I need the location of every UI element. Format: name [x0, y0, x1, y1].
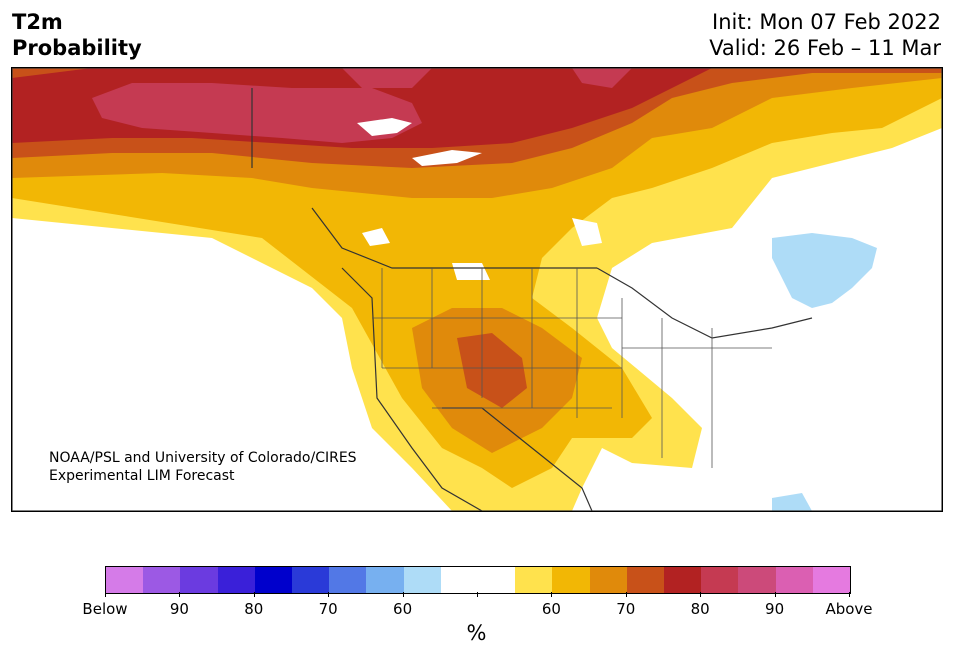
colorbar-tick-label: 80 [690, 600, 710, 618]
colorbar-segment [775, 567, 813, 593]
credit-line-2: Experimental LIM Forecast [49, 468, 235, 484]
great-slave-lake [412, 150, 482, 166]
above-70-region [12, 68, 942, 408]
colorbar-tick [402, 592, 404, 597]
colorbar-segment [366, 567, 404, 593]
colorbar-tick [551, 592, 553, 597]
colorbar-segment [292, 567, 330, 593]
colorbar-segment [180, 567, 218, 593]
above-80-region [92, 68, 632, 143]
probability-map-svg [12, 68, 942, 511]
colorbar-tick-label: 80 [244, 600, 264, 618]
colorbar-tick-label: 70 [616, 600, 636, 618]
colorbar-segment [552, 567, 590, 593]
valid-period: Valid: 26 Feb – 11 Mar [709, 36, 941, 60]
colorbar-segment [738, 567, 776, 593]
colorbar-segment [217, 567, 255, 593]
forecast-dates: Init: Mon 07 Feb 2022 Valid: 26 Feb – 11… [709, 9, 941, 61]
title-line-1: T2m [12, 10, 63, 34]
colorbar-tick [774, 592, 776, 597]
colorbar-segment [626, 567, 665, 593]
state-borders [372, 268, 772, 468]
colorbar-tick [477, 592, 478, 597]
colorbar-segment [106, 567, 144, 593]
colorbar-tick-label: Below [82, 600, 128, 618]
init-date: Init: Mon 07 Feb 2022 [712, 10, 941, 34]
colorbar-tick-label: 70 [318, 600, 338, 618]
colorbar-segment [664, 567, 702, 593]
colorbar-segment [478, 567, 516, 593]
colorbar-ticks: Below 90 80 70 60 60 70 80 90 Above [82, 592, 873, 632]
colorbar-tick [105, 592, 106, 597]
colorbar-tick [625, 592, 627, 597]
colorbar-tick [179, 592, 181, 597]
colorbar-tick-label: Above [825, 600, 873, 618]
forecast-map [11, 67, 943, 512]
colorbar [105, 566, 851, 594]
colorbar-tick [849, 592, 850, 597]
colorbar-tick-label: 90 [765, 600, 785, 618]
colorbar-segment [440, 567, 479, 593]
map-title: T2m Probability [12, 9, 142, 61]
colorbar-segment [589, 567, 627, 593]
colorbar-segment [515, 567, 553, 593]
colorbar-tick-label: 60 [541, 600, 561, 618]
colorbar-unit: % [466, 621, 487, 645]
title-line-2: Probability [12, 36, 142, 60]
colorbar-tick-label: 90 [169, 600, 189, 618]
colorbar-segment [701, 567, 739, 593]
data-credit: NOAA/PSL and University of Colorado/CIRE… [49, 449, 357, 485]
colorbar-segment [812, 567, 851, 593]
colorbar-segment [403, 567, 441, 593]
great-bear-lake [357, 118, 412, 136]
credit-line-1: NOAA/PSL and University of Colorado/CIRE… [49, 450, 357, 466]
colorbar-tick [700, 592, 702, 597]
colorbar-segment [254, 567, 293, 593]
above-65-region [12, 68, 942, 453]
colorbar-tick-label: 60 [393, 600, 413, 618]
colorbar-segment [329, 567, 367, 593]
below-55-region [772, 233, 877, 511]
colorbar-segment [143, 567, 181, 593]
colorbar-tick [253, 592, 255, 597]
colorbar-tick [328, 592, 330, 597]
